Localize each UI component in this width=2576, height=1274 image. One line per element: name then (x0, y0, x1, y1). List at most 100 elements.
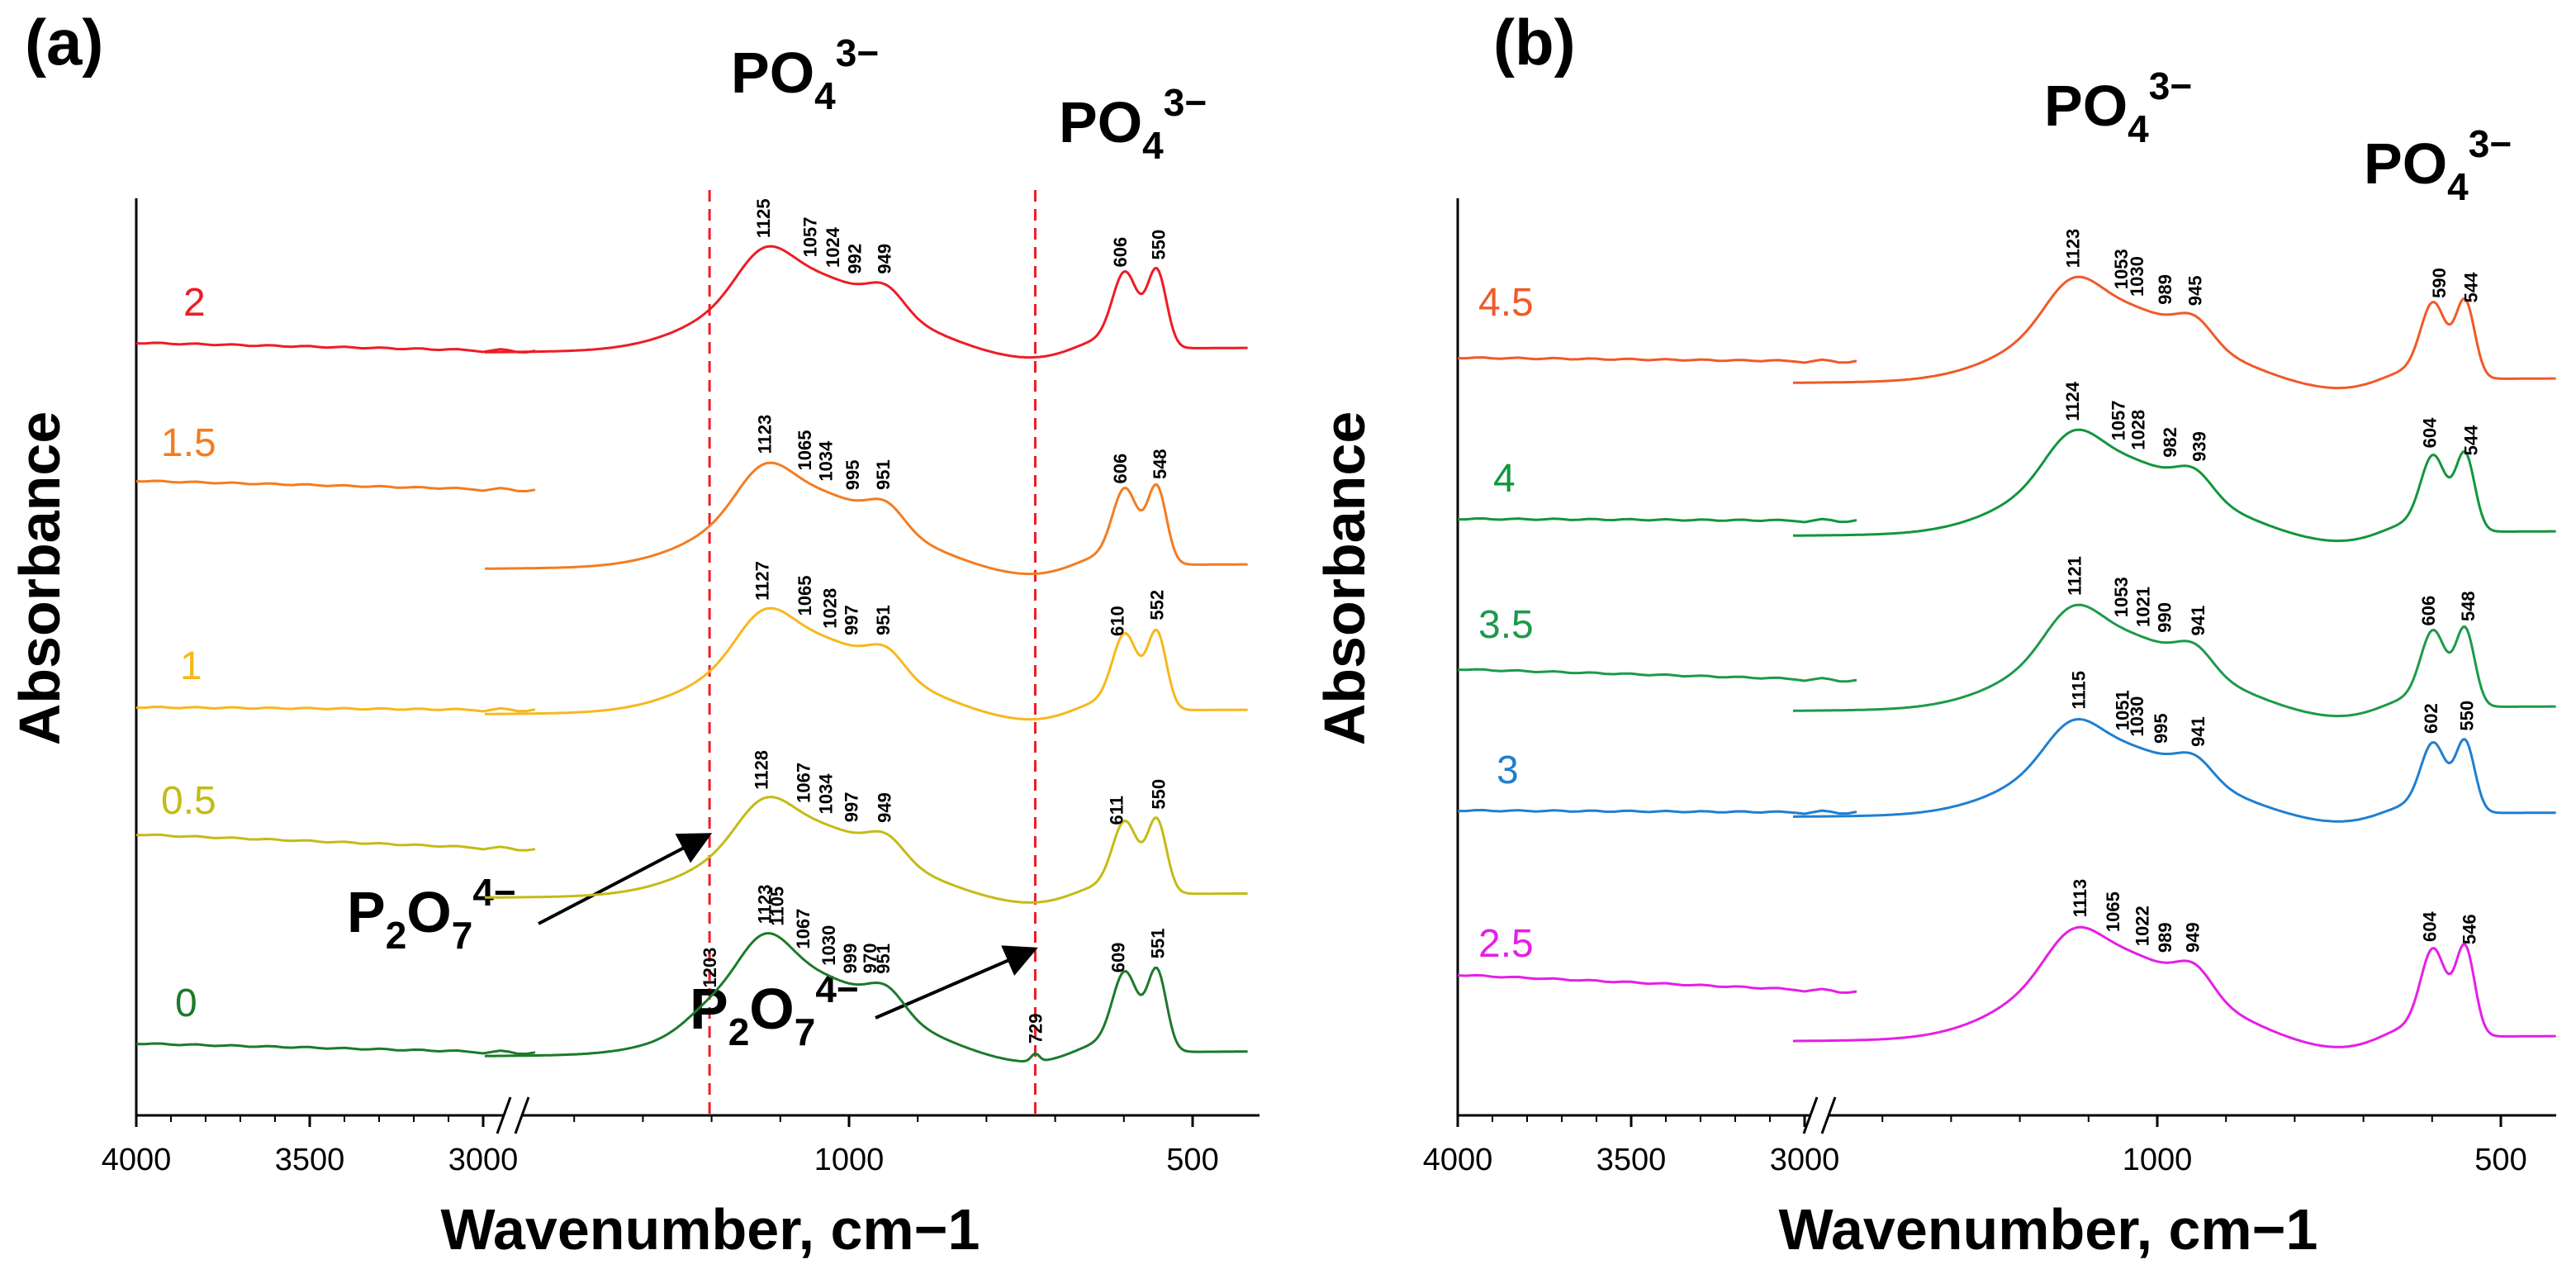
peak-label: 729 (1025, 1013, 1046, 1043)
spectrum-line-left (135, 341, 536, 354)
peak-label: 1021 (2133, 587, 2154, 627)
peak-label: 1057 (800, 216, 821, 257)
panel-b: 4000 3500 3000 1000 500 (b) Wavenumber, cm−1 Ab… (1312, 6, 2556, 1262)
peak-label: 551 (1148, 928, 1169, 958)
ion-main: PO (731, 40, 814, 105)
x-axis-title: Wavenumber, cm−1 (441, 1197, 980, 1262)
spectrum-line-left (135, 1042, 536, 1056)
axis-break-mark (1820, 1096, 1837, 1134)
peak-label: 1065 (2103, 891, 2123, 932)
peak-label: 997 (841, 792, 861, 823)
spectrum-line-right (485, 245, 1248, 359)
ion-subscript: 4 (2128, 107, 2149, 150)
peak-label: 995 (842, 460, 863, 491)
panel-label: (b) (1493, 6, 1576, 78)
peak-label: 990 (2154, 602, 2175, 633)
spectrum-line-left (136, 706, 536, 713)
series-label: 4 (1493, 457, 1516, 501)
x-tick-label: 3500 (1596, 1143, 1667, 1177)
band-label: PO43− (2364, 122, 2512, 208)
peak-label: 989 (2155, 922, 2175, 953)
ion-main: P (690, 977, 728, 1041)
series-label: 3.5 (1478, 603, 1534, 647)
peak-label: 544 (2460, 425, 2481, 455)
arrow (875, 945, 1038, 1020)
spectrum-line-right (484, 932, 1248, 1063)
peak-label: 1030 (818, 925, 839, 966)
peak-label: 609 (1108, 943, 1128, 973)
spectrum-line-right (1793, 275, 2556, 390)
x-tick-label: 1000 (2123, 1143, 2193, 1177)
peak-label: 982 (2160, 427, 2180, 458)
spectrum-line-left (135, 479, 536, 493)
series-label: 4.5 (1478, 281, 1534, 325)
y-axis-title: Absorbance (1312, 411, 1377, 746)
peak-label: 995 (2151, 713, 2171, 744)
y-axis-title: Absorbance (7, 411, 72, 746)
spectrum-line-right (485, 606, 1248, 721)
series-label: 1.5 (161, 421, 216, 465)
peak-label: 992 (845, 244, 866, 274)
series-1: 1 1127 1065 1028 997 951 610 552 (136, 561, 1248, 721)
ion-superscript: 4− (815, 967, 858, 1010)
series-label: 1 (180, 644, 202, 688)
peak-label: 1127 (752, 561, 772, 601)
peak-label: 548 (1150, 449, 1170, 479)
peak-label: 1022 (2132, 906, 2153, 946)
peak-label: 1051 (2113, 690, 2133, 730)
ion-main: P (347, 880, 386, 944)
peak-label: 550 (2456, 701, 2477, 731)
band-label: PO43− (2044, 64, 2192, 150)
peak-label: 1024 (823, 226, 843, 268)
peak-label: 1125 (753, 198, 774, 238)
x-tick-label: 1000 (814, 1143, 885, 1177)
peak-label: 1034 (816, 773, 837, 815)
axis-break-mark (514, 1096, 530, 1134)
spectrum-line-left (1458, 356, 1857, 364)
ion-superscript: 3− (2469, 122, 2512, 165)
peak-label: 1057 (2109, 400, 2129, 440)
series-3.5: 3.5 1121 1053 1021 990 941 606 548 (1457, 556, 2556, 718)
pyrophosphate-label: P2O74− (347, 871, 516, 957)
peak-label: 546 (2460, 914, 2480, 944)
x-axis-title: Wavenumber, cm−1 (1779, 1197, 2318, 1262)
peak-label: 1203 (700, 948, 720, 988)
ion-subscript: 4 (1142, 124, 1164, 167)
series-label: 2 (183, 281, 206, 325)
peak-label: 604 (2419, 911, 2440, 942)
peak-label: 1128 (752, 750, 772, 790)
peak-label: 949 (874, 244, 894, 274)
spectrum-line-right (1793, 603, 2556, 718)
ion-superscript: 3− (1164, 81, 1207, 124)
peak-label: 602 (2421, 703, 2441, 734)
peak-label: 1121 (2064, 556, 2085, 596)
peak-label: 939 (2189, 431, 2210, 462)
peak-label: 1115 (2068, 671, 2089, 710)
ion-main: PO (2044, 74, 2128, 138)
peak-label: 544 (2460, 272, 2481, 302)
panel-label: (a) (25, 6, 103, 78)
ion-superscript: 3− (836, 31, 879, 74)
series-label: 0.5 (161, 779, 216, 823)
peak-label: 1123 (755, 415, 776, 454)
x-tick-label: 4000 (1423, 1143, 1493, 1177)
peak-label: 550 (1148, 779, 1169, 810)
peak-label: 989 (2155, 274, 2175, 305)
peak-label: 611 (1107, 796, 1127, 825)
peak-label: 1067 (793, 763, 814, 803)
peak-label: 941 (2188, 606, 2208, 636)
ion-superscript: 3− (2149, 64, 2192, 107)
ion-main: O (749, 977, 794, 1041)
spectrum-line-right (1793, 717, 2556, 823)
x-tick-label: 4000 (102, 1143, 172, 1177)
x-tick-label: 500 (1166, 1143, 1218, 1177)
ion-subscript: 2 (386, 914, 407, 957)
peak-label: 1065 (795, 430, 815, 470)
peak-label: 552 (1147, 590, 1168, 620)
peak-label: 951 (873, 944, 894, 974)
ion-subscript: 7 (795, 1010, 816, 1053)
band-label: PO43− (731, 31, 879, 117)
